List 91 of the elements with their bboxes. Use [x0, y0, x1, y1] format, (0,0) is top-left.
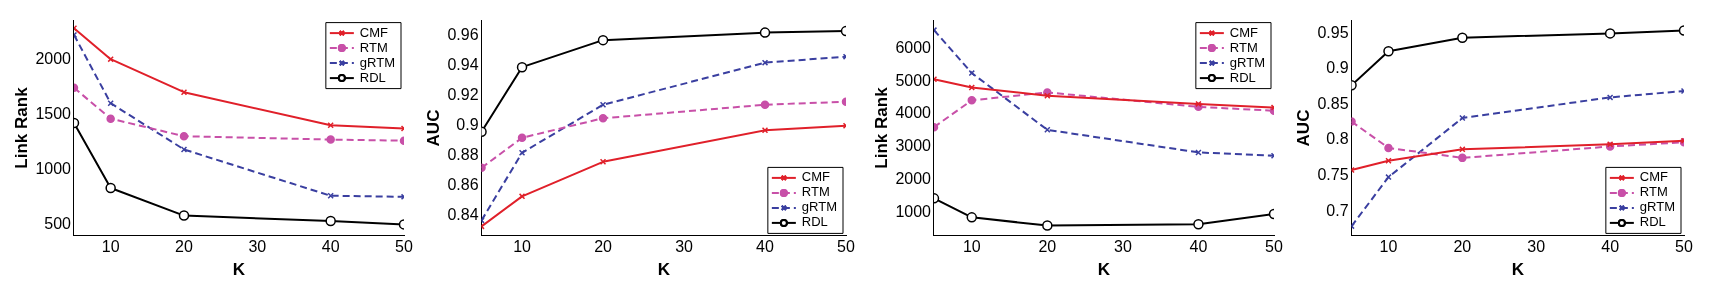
y-tick-label: 1000: [895, 202, 932, 220]
y-axis-title: AUC: [1293, 109, 1313, 147]
point: [178, 210, 190, 221]
x-tick-label: 50: [1675, 238, 1693, 256]
legend-label: RTM: [801, 184, 830, 200]
x-tick-label: 40: [1189, 238, 1208, 256]
legend-label: gRTM: [1229, 54, 1265, 70]
y-axis-title: AUC: [423, 109, 443, 147]
y-tick-label: 0.85: [1317, 94, 1349, 112]
point: [966, 212, 978, 223]
legend-label: RTM: [1229, 39, 1258, 55]
y-tick-label: 1500: [35, 104, 72, 122]
point: [1383, 45, 1394, 57]
point: [1458, 153, 1467, 163]
legend-label: gRTM: [359, 54, 395, 70]
y-axis-title: Link Rank: [871, 86, 891, 169]
point: [1044, 92, 1051, 99]
legend-label: RDL: [1229, 69, 1256, 85]
y-tick-label: 2000: [895, 170, 932, 188]
y-tick-label: 0.86: [447, 176, 479, 194]
y-tick-label: 4000: [895, 104, 932, 122]
x-tick-label: 40: [1601, 238, 1620, 256]
point: [516, 61, 528, 73]
point: [1459, 146, 1466, 153]
x-tick-label: 40: [756, 238, 775, 256]
y-axis-title: Link Rank: [11, 86, 31, 169]
point: [1384, 143, 1393, 153]
legend-label: CMF: [359, 24, 389, 40]
point: [760, 100, 770, 109]
x-tick-label: 50: [1265, 238, 1283, 256]
y-tick-label: 0.84: [447, 206, 479, 224]
point: [597, 34, 609, 46]
y-tick-label: 6000: [895, 38, 932, 56]
point: [326, 135, 335, 144]
y-tick-label: 0.9: [1326, 59, 1349, 77]
y-tick-label: 0.95: [1317, 23, 1349, 41]
x-tick-label: 20: [1453, 238, 1472, 256]
y-tick-label: 0.92: [447, 86, 479, 104]
legend-label: CMF: [801, 169, 831, 185]
x-tick-label: 20: [175, 238, 193, 256]
point: [179, 132, 189, 141]
legend-label: CMF: [1639, 169, 1669, 185]
legend-label: CMF: [1229, 24, 1259, 40]
legend-label: gRTM: [1639, 199, 1675, 215]
x-tick-label: 30: [1113, 238, 1132, 256]
legend-label: gRTM: [801, 199, 837, 215]
legend-label: RDL: [1639, 214, 1666, 230]
x-tick-label: 20: [594, 238, 613, 256]
legend-label: RTM: [359, 39, 388, 55]
x-tick-label: 30: [1527, 238, 1546, 256]
y-tick-label: 0.8: [1326, 130, 1349, 148]
y-tick-label: 2000: [35, 49, 72, 67]
point: [1195, 149, 1202, 156]
x-tick-label: 30: [675, 238, 694, 256]
y-tick-label: 0.9: [456, 116, 479, 134]
legend-label: RDL: [359, 69, 386, 85]
y-tick-label: 0.94: [447, 56, 479, 74]
point: [759, 27, 771, 38]
x-tick-label: 40: [321, 238, 340, 256]
y-tick-label: 0.75: [1317, 166, 1349, 184]
y-tick-label: 1000: [35, 159, 72, 177]
x-axis-title: K: [1511, 260, 1525, 280]
point: [1457, 32, 1468, 43]
y-tick-label: 0.88: [447, 146, 479, 164]
x-axis-title: K: [1097, 260, 1111, 280]
x-tick-label: 10: [1379, 238, 1398, 256]
x-axis-title: K: [232, 260, 246, 280]
point: [105, 182, 116, 194]
y-tick-label: 5000: [895, 71, 932, 89]
x-tick-label: 10: [513, 238, 532, 256]
point: [517, 133, 527, 143]
legend-label: RDL: [801, 214, 828, 230]
point: [1193, 219, 1204, 230]
point: [325, 215, 336, 227]
x-tick-label: 30: [248, 238, 267, 256]
x-tick-label: 20: [1038, 238, 1057, 256]
point: [106, 114, 115, 123]
x-axis-title: K: [657, 260, 671, 280]
point: [1604, 28, 1616, 39]
point: [1042, 220, 1053, 231]
legend-label: RTM: [1639, 184, 1668, 200]
y-tick-label: 0.96: [447, 26, 479, 44]
x-tick-label: 10: [101, 238, 120, 256]
y-tick-label: 3000: [895, 137, 932, 155]
x-tick-label: 50: [395, 238, 413, 256]
point: [598, 113, 608, 123]
x-tick-label: 10: [962, 238, 981, 256]
x-tick-label: 50: [837, 238, 855, 256]
point: [967, 96, 977, 105]
y-tick-label: 500: [44, 214, 72, 232]
y-tick-label: 0.7: [1326, 201, 1349, 219]
